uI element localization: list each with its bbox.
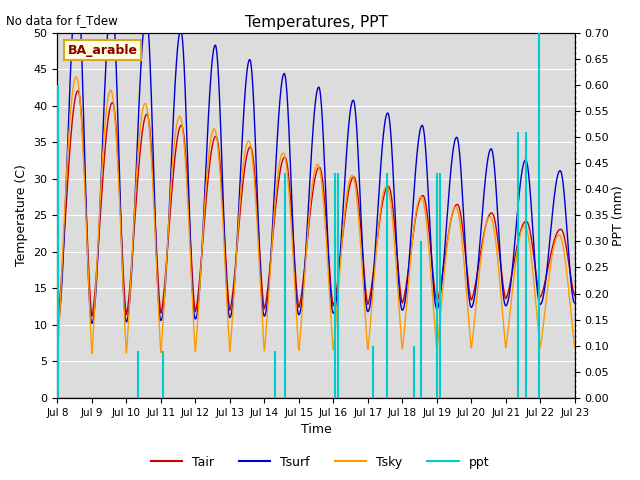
Legend: Tair, Tsurf, Tsky, ppt: Tair, Tsurf, Tsky, ppt [146, 451, 494, 474]
Y-axis label: PPT (mm): PPT (mm) [612, 185, 625, 246]
Title: Temperatures, PPT: Temperatures, PPT [244, 15, 387, 30]
Y-axis label: Temperature (C): Temperature (C) [15, 164, 28, 266]
Text: No data for f_Tdew: No data for f_Tdew [6, 14, 118, 27]
X-axis label: Time: Time [301, 423, 332, 436]
Text: BA_arable: BA_arable [68, 44, 138, 57]
